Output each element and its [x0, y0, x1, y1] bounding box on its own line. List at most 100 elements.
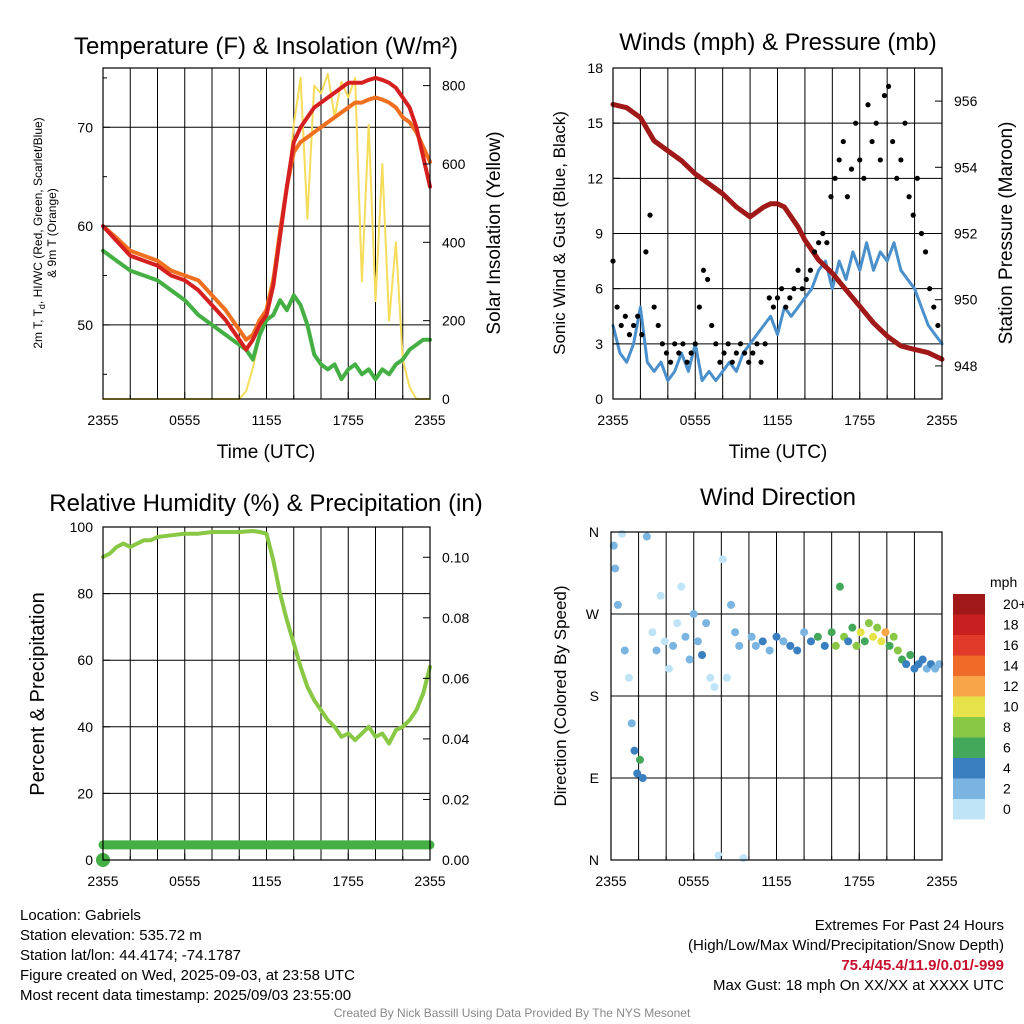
wind-direction-point	[835, 582, 844, 591]
gust-point	[885, 83, 892, 89]
wind-direction-point	[627, 719, 636, 728]
wind-direction-point	[698, 651, 707, 659]
wind-direction-point	[902, 660, 911, 669]
y2-tick-label: 200	[442, 313, 466, 329]
wind-direction-point	[714, 851, 723, 860]
wind-direction-point	[718, 555, 727, 564]
y2-tick-label: 0	[442, 391, 450, 407]
x-tick-label: 2355	[87, 873, 118, 889]
gust-point	[770, 304, 776, 310]
gust-point	[840, 138, 846, 145]
x-tick-label: 1755	[844, 412, 875, 428]
humidity-ticks: 2355 0555 1155 1755 2355 0 20 40 60 80 100 0.00 0.02…	[70, 519, 470, 889]
y2-tick-label: 400	[442, 234, 466, 250]
legend-label: 16	[1003, 637, 1019, 653]
wind-direction-point	[906, 651, 915, 659]
gust-point	[857, 157, 863, 163]
gust-point	[894, 175, 900, 181]
y-tick-label: 0	[85, 852, 93, 868]
x-tick-label: 0555	[169, 873, 200, 889]
y2-tick-label: 0.10	[442, 549, 469, 565]
gust-point	[853, 120, 859, 126]
y2-tick-label: 948	[954, 358, 978, 374]
latlon-text: Station lat/lon: 44.4174; -74.1787	[20, 947, 242, 964]
legend-swatch	[953, 676, 985, 697]
gust-point	[700, 267, 707, 273]
gust-point	[918, 230, 925, 237]
y-tick-label: 0	[595, 391, 603, 407]
wind-direction-point	[918, 655, 927, 664]
gust-point	[787, 295, 793, 301]
wind-direction-point	[624, 673, 633, 682]
legend-swatch	[953, 655, 985, 676]
gust-point	[861, 175, 867, 181]
legend-swatch	[953, 594, 985, 615]
y-tick-label: 40	[77, 719, 93, 735]
wind-direction-point	[735, 641, 744, 650]
wind-direction-point	[747, 632, 756, 641]
legend-label: 18	[1003, 617, 1019, 633]
wind-direction-point	[673, 619, 682, 628]
gust-point	[811, 249, 818, 255]
x-tick-label: 2355	[926, 873, 957, 889]
wind-direction-grid	[611, 532, 942, 860]
created-text: Figure created on Wed, 2025-09-03, at 23…	[20, 967, 355, 984]
x-tick-label: 0555	[169, 412, 200, 428]
extremes-description: (High/Low/Max Wind/Precipitation/Snow De…	[688, 937, 1004, 954]
wind-direction-point	[710, 682, 719, 691]
wind-direction-point	[885, 641, 894, 650]
x-tick-label: 2355	[597, 412, 628, 428]
gust-point	[635, 313, 641, 319]
relative-humidity-line	[101, 529, 432, 746]
wind-direction-point	[844, 637, 853, 646]
gust-point	[754, 341, 760, 347]
gust-point	[750, 350, 756, 356]
dewpoint-line	[101, 248, 432, 382]
wind-direction-point	[630, 746, 639, 755]
legend-label: 6	[1003, 740, 1011, 756]
temperature-ylabel: 2m T, Td, HI/WC (Red, Green, Scarlet/Blu…	[31, 117, 59, 348]
gust-point	[791, 286, 797, 292]
y-tick-label: 100	[70, 519, 94, 535]
y-tick-label: 80	[77, 586, 93, 602]
gust-point	[729, 359, 735, 365]
y2-tick-label: 0.06	[442, 670, 469, 686]
legend-label: 10	[1003, 699, 1019, 715]
temperature-9m-line	[101, 95, 432, 342]
y-tick-label: W	[586, 606, 600, 622]
wind-direction-point	[635, 755, 644, 764]
gust-point	[737, 341, 744, 347]
wind-direction-point	[706, 673, 715, 682]
gust-point	[618, 322, 624, 329]
y2-tick-label: 0.04	[442, 731, 469, 747]
y-tick-label: N	[589, 524, 599, 540]
max-gust-text: Max Gust: 18 mph On XX/XX at XXXX UTC	[713, 977, 1004, 994]
temperature-title: Temperature (F) & Insolation (W/m²)	[74, 33, 458, 60]
legend-swatch	[953, 717, 985, 738]
wind-direction-panel: Wind Direction 2355 0555 1155 1755 2355 N E S W N…	[551, 484, 1024, 889]
temperature-grid	[103, 68, 430, 399]
gust-point	[869, 138, 875, 145]
gust-point	[844, 194, 851, 200]
legend-swatch	[953, 696, 985, 717]
wind-direction-point	[869, 632, 878, 641]
humidity-panel: Relative Humidity (%) & Precipitation (i…	[27, 490, 483, 889]
wind-direction-point	[669, 641, 678, 650]
wind-direction-title: Wind Direction	[700, 484, 856, 511]
gust-point	[684, 359, 690, 365]
y2-tick-label: 0.02	[442, 791, 469, 807]
legend-label: 14	[1003, 658, 1019, 674]
gust-point	[799, 286, 805, 292]
gust-point	[758, 359, 764, 365]
wind-direction-point	[889, 632, 898, 641]
location-text: Location: Gabriels	[20, 907, 141, 924]
wind-direction-point	[739, 854, 748, 863]
gust-point	[688, 350, 694, 356]
gust-point	[651, 304, 657, 310]
legend-swatch	[953, 635, 985, 656]
gust-point	[709, 322, 715, 329]
gust-point	[626, 332, 633, 338]
y-tick-label: 18	[587, 60, 603, 76]
legend-title: mph	[990, 574, 1017, 590]
gust-point	[881, 92, 888, 99]
